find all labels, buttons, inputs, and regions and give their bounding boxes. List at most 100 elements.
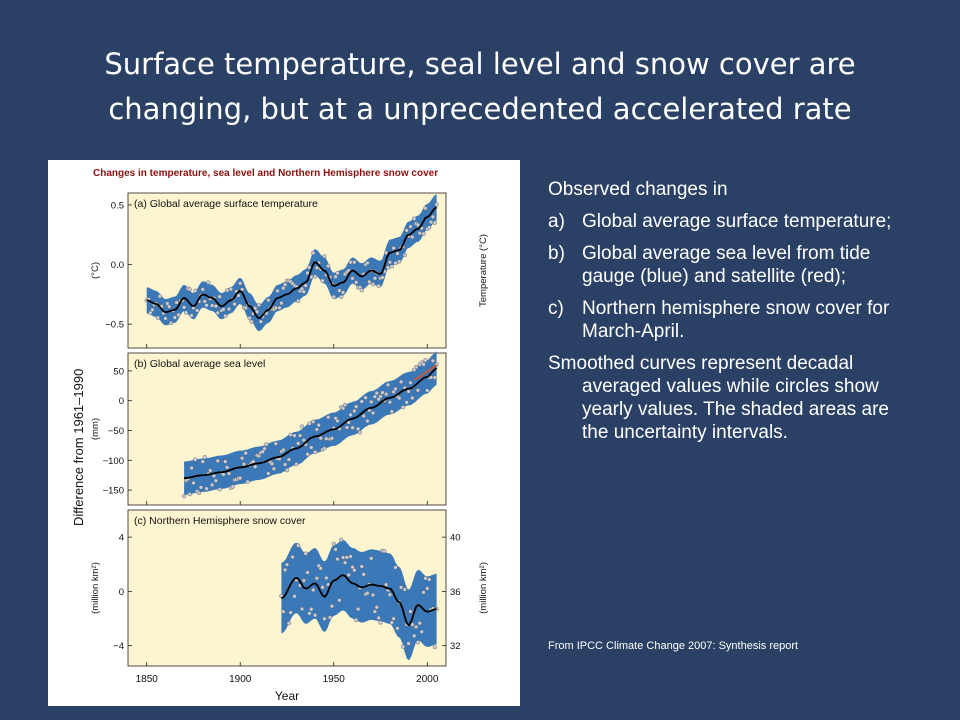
panel-c-right-tick-label: 40 [450, 533, 461, 544]
panel-b-yearly-point [197, 490, 202, 496]
source-citation: From IPCC Climate Change 2007: Synthesis… [548, 640, 799, 652]
panel-a-yearly-point [256, 303, 261, 308]
panel-c-yearly-point [382, 549, 387, 554]
panel-a-yearly-point [434, 202, 439, 207]
panel-b-yearly-point [215, 458, 220, 463]
panel-a-yearly-point [423, 206, 428, 211]
panel-a-y-tick-label: 0.5 [111, 200, 124, 211]
panel-b-y-tick-label: −50 [108, 426, 124, 437]
panel-c-yearly-point [299, 606, 305, 612]
panel-b-yearly-point [380, 390, 385, 395]
panel-c-yearly-point [423, 576, 428, 581]
panel-a-yearly-point [155, 315, 160, 320]
panel-b-yearly-point [357, 430, 363, 435]
panel-b-yearly-point [198, 485, 204, 490]
panel-c-yearly-point [376, 615, 381, 621]
panel-a-yearly-point [148, 310, 153, 315]
panel-c-y-tick-label: −4 [113, 641, 124, 652]
panel-b-yearly-point [391, 389, 396, 394]
panel-b-yearly-point [301, 438, 306, 443]
panel-c-yearly-point [389, 620, 394, 625]
panel-a-yearly-point [391, 245, 396, 251]
shared-y-axis-label: Difference from 1961–1990 [71, 369, 86, 526]
panel-b-yearly-point [256, 453, 261, 459]
x-tick-label: 1900 [229, 674, 252, 685]
panel-c-yearly-point [286, 621, 291, 626]
panel-b-yearly-point [230, 484, 235, 489]
panel-b-yearly-point [387, 400, 392, 405]
panel-b-yearly-point [350, 425, 355, 430]
panel-a-yearly-point [266, 298, 271, 303]
panel-a-y-tick-label: 0.0 [111, 260, 124, 271]
panel-c-yearly-point [374, 605, 379, 610]
panel-a-yearly-point [258, 319, 263, 324]
panel-b-yearly-point [193, 457, 198, 462]
panel-a-frame [127, 192, 447, 349]
panel-a-yearly-point [221, 307, 226, 312]
panel-b-satellite-curve [413, 364, 438, 381]
panel-b-yearly-point [269, 461, 275, 466]
panel-a-yearly-point [301, 289, 306, 294]
panel-a-yearly-point [213, 304, 218, 309]
panel-b-yearly-point [354, 404, 359, 409]
panel-b-yearly-point [400, 405, 406, 410]
panel-a-yearly-point [348, 260, 353, 265]
panel-c-yearly-point [281, 609, 286, 614]
panel-c-yearly-point [419, 629, 424, 634]
panel-a-yearly-point [354, 280, 359, 285]
panel-b-yearly-point [399, 379, 404, 384]
panel-b-yearly-point [326, 415, 331, 420]
panel-c-yearly-point [331, 541, 336, 546]
panel-a-yearly-point [277, 305, 282, 310]
panel-a-yearly-point [183, 310, 189, 315]
notes-lead: Observed changes in [548, 179, 728, 200]
ipcc-figure: Changes in temperature, sea level and No… [48, 160, 520, 706]
panel-c-yearly-point [387, 592, 392, 597]
panel-c-y-tick-label: 4 [119, 533, 124, 544]
panel-c-yearly-point [327, 615, 333, 620]
x-axis-label: Year [275, 689, 299, 703]
panel-b-yearly-point [226, 471, 232, 476]
panel-a-yearly-point [333, 274, 338, 279]
panel-c-yearly-point [307, 611, 312, 616]
panel-a-yearly-point [376, 283, 381, 288]
panel-b-yearly-point [245, 479, 250, 484]
panel-a-right-axis-label: Temperature (°C) [478, 234, 489, 307]
panel-c-yearly-point [408, 609, 413, 614]
panel-b-title: (b) Global average sea level [134, 358, 265, 370]
panel-a-yearly-point [393, 260, 398, 266]
panel-b-yearly-point [329, 436, 334, 441]
panel-b-yearly-point [322, 446, 327, 451]
panel-b-yearly-point [365, 418, 370, 424]
panel-b-yearly-point [204, 486, 209, 491]
panel-a-yearly-point [217, 294, 222, 299]
panel-a-yearly-point [157, 294, 162, 299]
panel-b-yearly-point [221, 472, 226, 477]
panel-b-yearly-point [372, 394, 377, 399]
panel-c-yearly-point [427, 577, 432, 582]
panel-b-yearly-point [342, 402, 348, 408]
panel-a-yearly-point [228, 287, 233, 292]
panel-c-yearly-point [395, 626, 400, 631]
panel-b-yearly-point [292, 433, 297, 438]
panel-b-yearly-point [299, 424, 305, 429]
panel-a-yearly-point [389, 264, 394, 269]
panel-a-yearly-point [384, 250, 389, 255]
panel-b-yearly-point [223, 459, 228, 464]
panel-a-yearly-point [428, 219, 434, 225]
panel-c-yearly-point [369, 556, 374, 561]
panel-c-right-tick-label: 36 [450, 587, 461, 598]
panel-c-yearly-point [365, 591, 370, 596]
note-item-text: Global average surface temperature; [582, 211, 892, 232]
panel-b-yearly-point [202, 455, 207, 460]
panel-b-y-tick-label: −150 [103, 486, 124, 497]
panel-b-yearly-point [348, 412, 353, 417]
panel-b-yearly-point [352, 408, 357, 414]
panel-a-yearly-point [337, 288, 342, 293]
panel-b-yearly-point [240, 456, 245, 461]
panel-a-yearly-point [279, 301, 284, 306]
panel-c-y-axis-label: (million km²) [90, 562, 101, 614]
panel-a-yearly-point [397, 259, 402, 264]
panel-b-yearly-point [378, 394, 383, 399]
panel-a-yearly-point [195, 308, 200, 313]
